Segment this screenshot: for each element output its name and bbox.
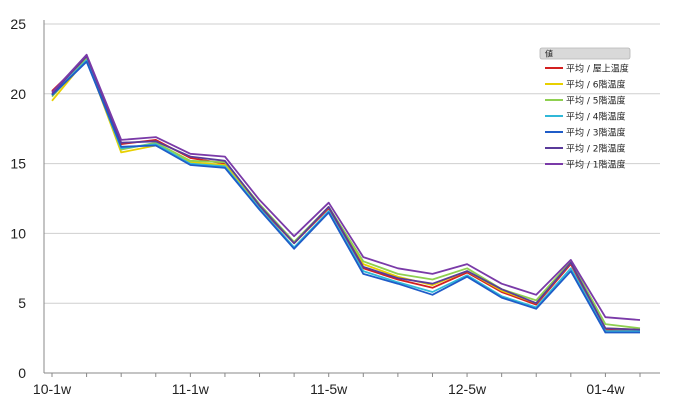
series-line bbox=[51, 59, 640, 333]
legend-label: 平均 / 5階温度 bbox=[566, 95, 625, 107]
x-tick-label: 01-4w bbox=[586, 381, 625, 397]
y-tick-label: 0 bbox=[18, 365, 26, 381]
legend-label: 平均 / 2階温度 bbox=[566, 143, 625, 155]
x-axis-ticks: 10-1w 11-1w 11-5w 12-5w 01-4w bbox=[33, 373, 641, 397]
series-line bbox=[51, 60, 640, 334]
legend-label: 平均 / 1階温度 bbox=[566, 159, 625, 171]
y-tick-label: 10 bbox=[10, 225, 26, 241]
legend-title-box bbox=[539, 47, 631, 60]
legend-label: 平均 / 屋上温度 bbox=[566, 63, 629, 75]
y-tick-label: 5 bbox=[18, 295, 26, 311]
x-tick-label: 12-5w bbox=[448, 381, 487, 397]
series-line bbox=[51, 58, 641, 330]
legend-label: 平均 / 3階温度 bbox=[566, 127, 625, 139]
x-tick-label: 10-1w bbox=[33, 381, 72, 397]
legend-label: 平均 / 6階温度 bbox=[566, 79, 625, 91]
series-line bbox=[51, 55, 641, 331]
legend-label: 平均 / 4階温度 bbox=[566, 111, 625, 123]
gridlines bbox=[44, 23, 660, 304]
series-line bbox=[51, 53, 641, 321]
x-tick-label: 11-1w bbox=[172, 381, 210, 397]
y-axis-ticks: 0 5 10 15 20 25 bbox=[10, 16, 26, 381]
y-tick-label: 25 bbox=[10, 16, 26, 32]
x-tick-label: 11-5w bbox=[310, 381, 348, 397]
y-tick-label: 15 bbox=[10, 156, 26, 172]
y-tick-label: 20 bbox=[10, 86, 26, 102]
axes bbox=[43, 20, 660, 374]
series-lines bbox=[51, 53, 641, 334]
legend-title: 値 bbox=[545, 49, 553, 59]
